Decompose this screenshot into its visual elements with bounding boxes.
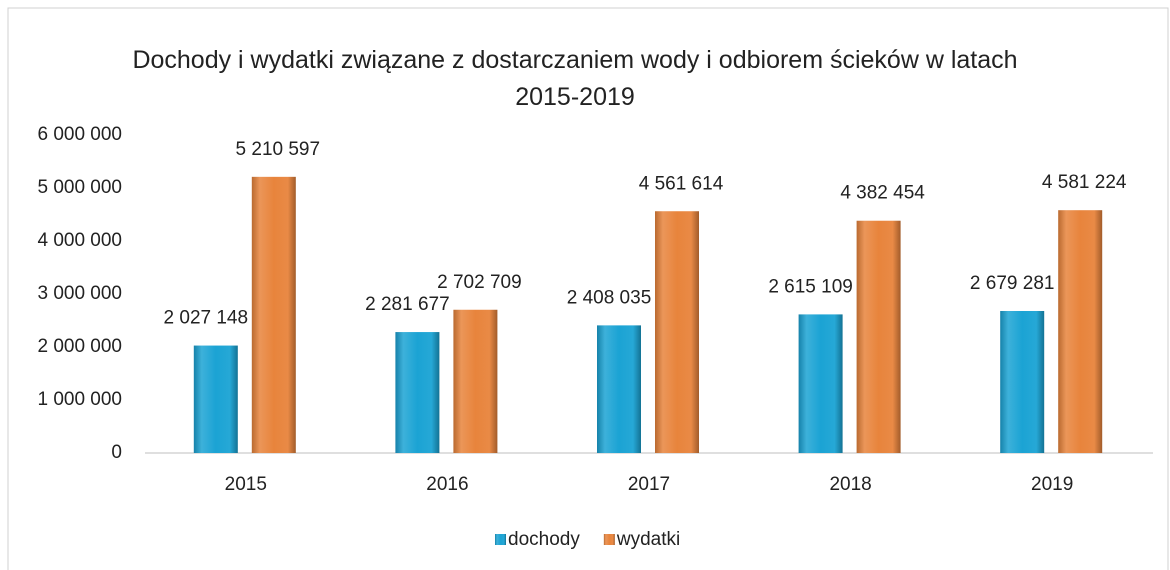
bar [395, 332, 440, 453]
bar [193, 345, 238, 453]
y-tick-label: 3 000 000 [37, 283, 122, 304]
legend-label: dochody [508, 529, 580, 550]
data-label: 4 561 614 [639, 173, 724, 194]
data-label: 2 702 709 [437, 272, 522, 293]
y-tick-label: 0 [111, 442, 122, 463]
data-label: 2 027 148 [164, 308, 249, 329]
bar [856, 220, 901, 453]
bar [453, 309, 498, 453]
data-label: 2 281 677 [365, 294, 450, 315]
legend-swatch [603, 534, 615, 545]
bar [597, 325, 641, 453]
y-tick-label: 6 000 000 [37, 124, 122, 145]
data-label: 5 210 597 [236, 139, 321, 160]
chart-border [7, 7, 1169, 570]
legend-label: wydatki [616, 529, 680, 550]
x-tick-label: 2019 [1031, 474, 1073, 495]
x-tick-label: 2016 [426, 474, 468, 495]
legend-swatch [495, 534, 506, 545]
x-tick-label: 2015 [225, 474, 267, 495]
data-label: 4 382 454 [840, 183, 925, 204]
data-label: 2 408 035 [567, 287, 652, 308]
bar [1058, 210, 1103, 453]
y-tick-label: 4 000 000 [37, 230, 122, 251]
y-tick-label: 2 000 000 [37, 336, 122, 357]
bar [251, 176, 296, 453]
data-label: 2 679 281 [970, 273, 1055, 294]
bar [1000, 310, 1045, 453]
x-tick-label: 2018 [829, 474, 871, 495]
x-tick-label: 2017 [628, 474, 670, 495]
bar [798, 314, 843, 453]
bar [655, 211, 699, 453]
chart-title: Dochody i wydatki związane z dostarczani… [132, 46, 1018, 111]
data-label: 2 615 109 [768, 276, 853, 297]
y-tick-label: 5 000 000 [37, 177, 122, 198]
data-label: 4 581 224 [1042, 172, 1127, 193]
y-tick-label: 1 000 000 [37, 389, 122, 410]
